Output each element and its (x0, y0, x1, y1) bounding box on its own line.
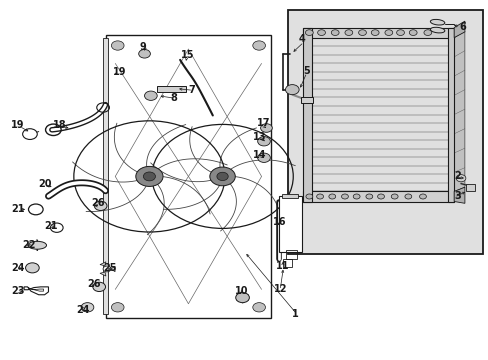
Ellipse shape (429, 19, 444, 25)
Text: 11: 11 (276, 261, 289, 271)
Text: 26: 26 (87, 279, 101, 289)
Bar (286, 250, 297, 259)
Circle shape (352, 194, 359, 199)
Text: 9: 9 (140, 42, 146, 51)
Ellipse shape (429, 27, 444, 33)
Circle shape (377, 194, 384, 199)
Text: 8: 8 (170, 93, 177, 103)
Circle shape (384, 30, 392, 36)
Circle shape (252, 303, 265, 312)
Bar (281, 194, 298, 198)
Polygon shape (100, 272, 106, 276)
Text: 10: 10 (234, 286, 248, 296)
Text: 19: 19 (113, 67, 126, 77)
Circle shape (305, 30, 313, 36)
Bar (282, 259, 292, 267)
Circle shape (81, 303, 94, 312)
Circle shape (404, 194, 411, 199)
Circle shape (370, 30, 378, 36)
Circle shape (139, 49, 150, 58)
Circle shape (330, 30, 338, 36)
Circle shape (260, 124, 272, 132)
Text: 18: 18 (53, 121, 67, 130)
Text: 25: 25 (103, 263, 116, 273)
Polygon shape (453, 31, 464, 192)
Text: 24: 24 (11, 263, 25, 273)
Bar (300, 97, 312, 103)
Text: 3: 3 (453, 191, 460, 201)
Text: 17: 17 (257, 118, 270, 128)
Bar (303, 192, 453, 202)
Text: 26: 26 (91, 198, 104, 208)
Circle shape (455, 175, 465, 182)
Circle shape (423, 30, 431, 36)
Circle shape (22, 129, 37, 139)
Circle shape (317, 30, 325, 36)
Circle shape (408, 30, 416, 36)
Text: 22: 22 (22, 239, 36, 249)
Polygon shape (24, 287, 48, 295)
Text: 6: 6 (458, 22, 465, 32)
Circle shape (217, 172, 228, 181)
Text: 2: 2 (453, 171, 460, 181)
Bar (303, 28, 311, 202)
Circle shape (419, 194, 426, 199)
Circle shape (396, 30, 404, 36)
Bar (303, 28, 453, 38)
Circle shape (257, 136, 270, 146)
Polygon shape (100, 262, 106, 266)
Polygon shape (28, 288, 43, 291)
Text: 5: 5 (303, 66, 309, 76)
Text: 21: 21 (44, 221, 58, 231)
Polygon shape (453, 187, 464, 203)
Circle shape (209, 167, 235, 186)
Text: 24: 24 (76, 305, 90, 315)
Circle shape (252, 41, 265, 50)
Text: 14: 14 (253, 150, 266, 160)
Circle shape (316, 194, 323, 199)
Circle shape (341, 194, 347, 199)
Bar (278, 196, 302, 252)
Text: 7: 7 (188, 85, 195, 95)
Circle shape (111, 303, 124, 312)
Circle shape (358, 30, 366, 36)
Bar (103, 39, 108, 315)
Bar (447, 28, 453, 202)
Circle shape (143, 172, 155, 181)
Text: 16: 16 (272, 217, 285, 227)
Polygon shape (111, 266, 115, 272)
Ellipse shape (28, 241, 46, 249)
Circle shape (25, 263, 39, 273)
Text: 21: 21 (11, 204, 25, 214)
Text: 13: 13 (253, 132, 266, 142)
Circle shape (144, 91, 157, 100)
Text: 23: 23 (11, 286, 25, 296)
Circle shape (136, 166, 163, 186)
Circle shape (344, 30, 352, 36)
Circle shape (328, 194, 335, 199)
Text: 1: 1 (292, 310, 299, 319)
Text: 4: 4 (298, 35, 304, 44)
Bar (157, 86, 185, 92)
Circle shape (390, 194, 397, 199)
Circle shape (285, 85, 299, 95)
Bar (105, 35, 271, 318)
Circle shape (365, 194, 372, 199)
Bar (288, 10, 483, 253)
Circle shape (93, 282, 105, 292)
Text: 19: 19 (11, 121, 25, 130)
Circle shape (235, 293, 249, 303)
Circle shape (103, 266, 111, 272)
Bar (466, 184, 474, 192)
Text: 12: 12 (273, 284, 286, 294)
Text: 20: 20 (39, 179, 52, 189)
Circle shape (305, 194, 312, 199)
Circle shape (111, 41, 124, 50)
Circle shape (257, 153, 270, 162)
Text: 15: 15 (181, 50, 194, 60)
Polygon shape (453, 21, 464, 38)
Circle shape (94, 201, 107, 211)
